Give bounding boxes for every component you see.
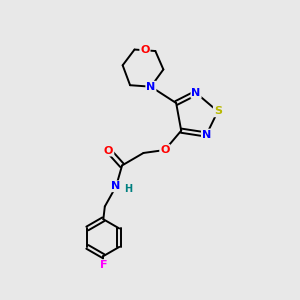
- Text: N: N: [112, 181, 121, 191]
- Text: N: N: [191, 88, 201, 98]
- Text: N: N: [146, 82, 155, 92]
- Text: O: O: [140, 45, 150, 55]
- Text: O: O: [104, 146, 113, 156]
- Text: S: S: [214, 106, 222, 116]
- Text: H: H: [124, 184, 133, 194]
- Text: F: F: [100, 260, 107, 270]
- Text: N: N: [202, 130, 211, 140]
- Text: O: O: [160, 145, 170, 155]
